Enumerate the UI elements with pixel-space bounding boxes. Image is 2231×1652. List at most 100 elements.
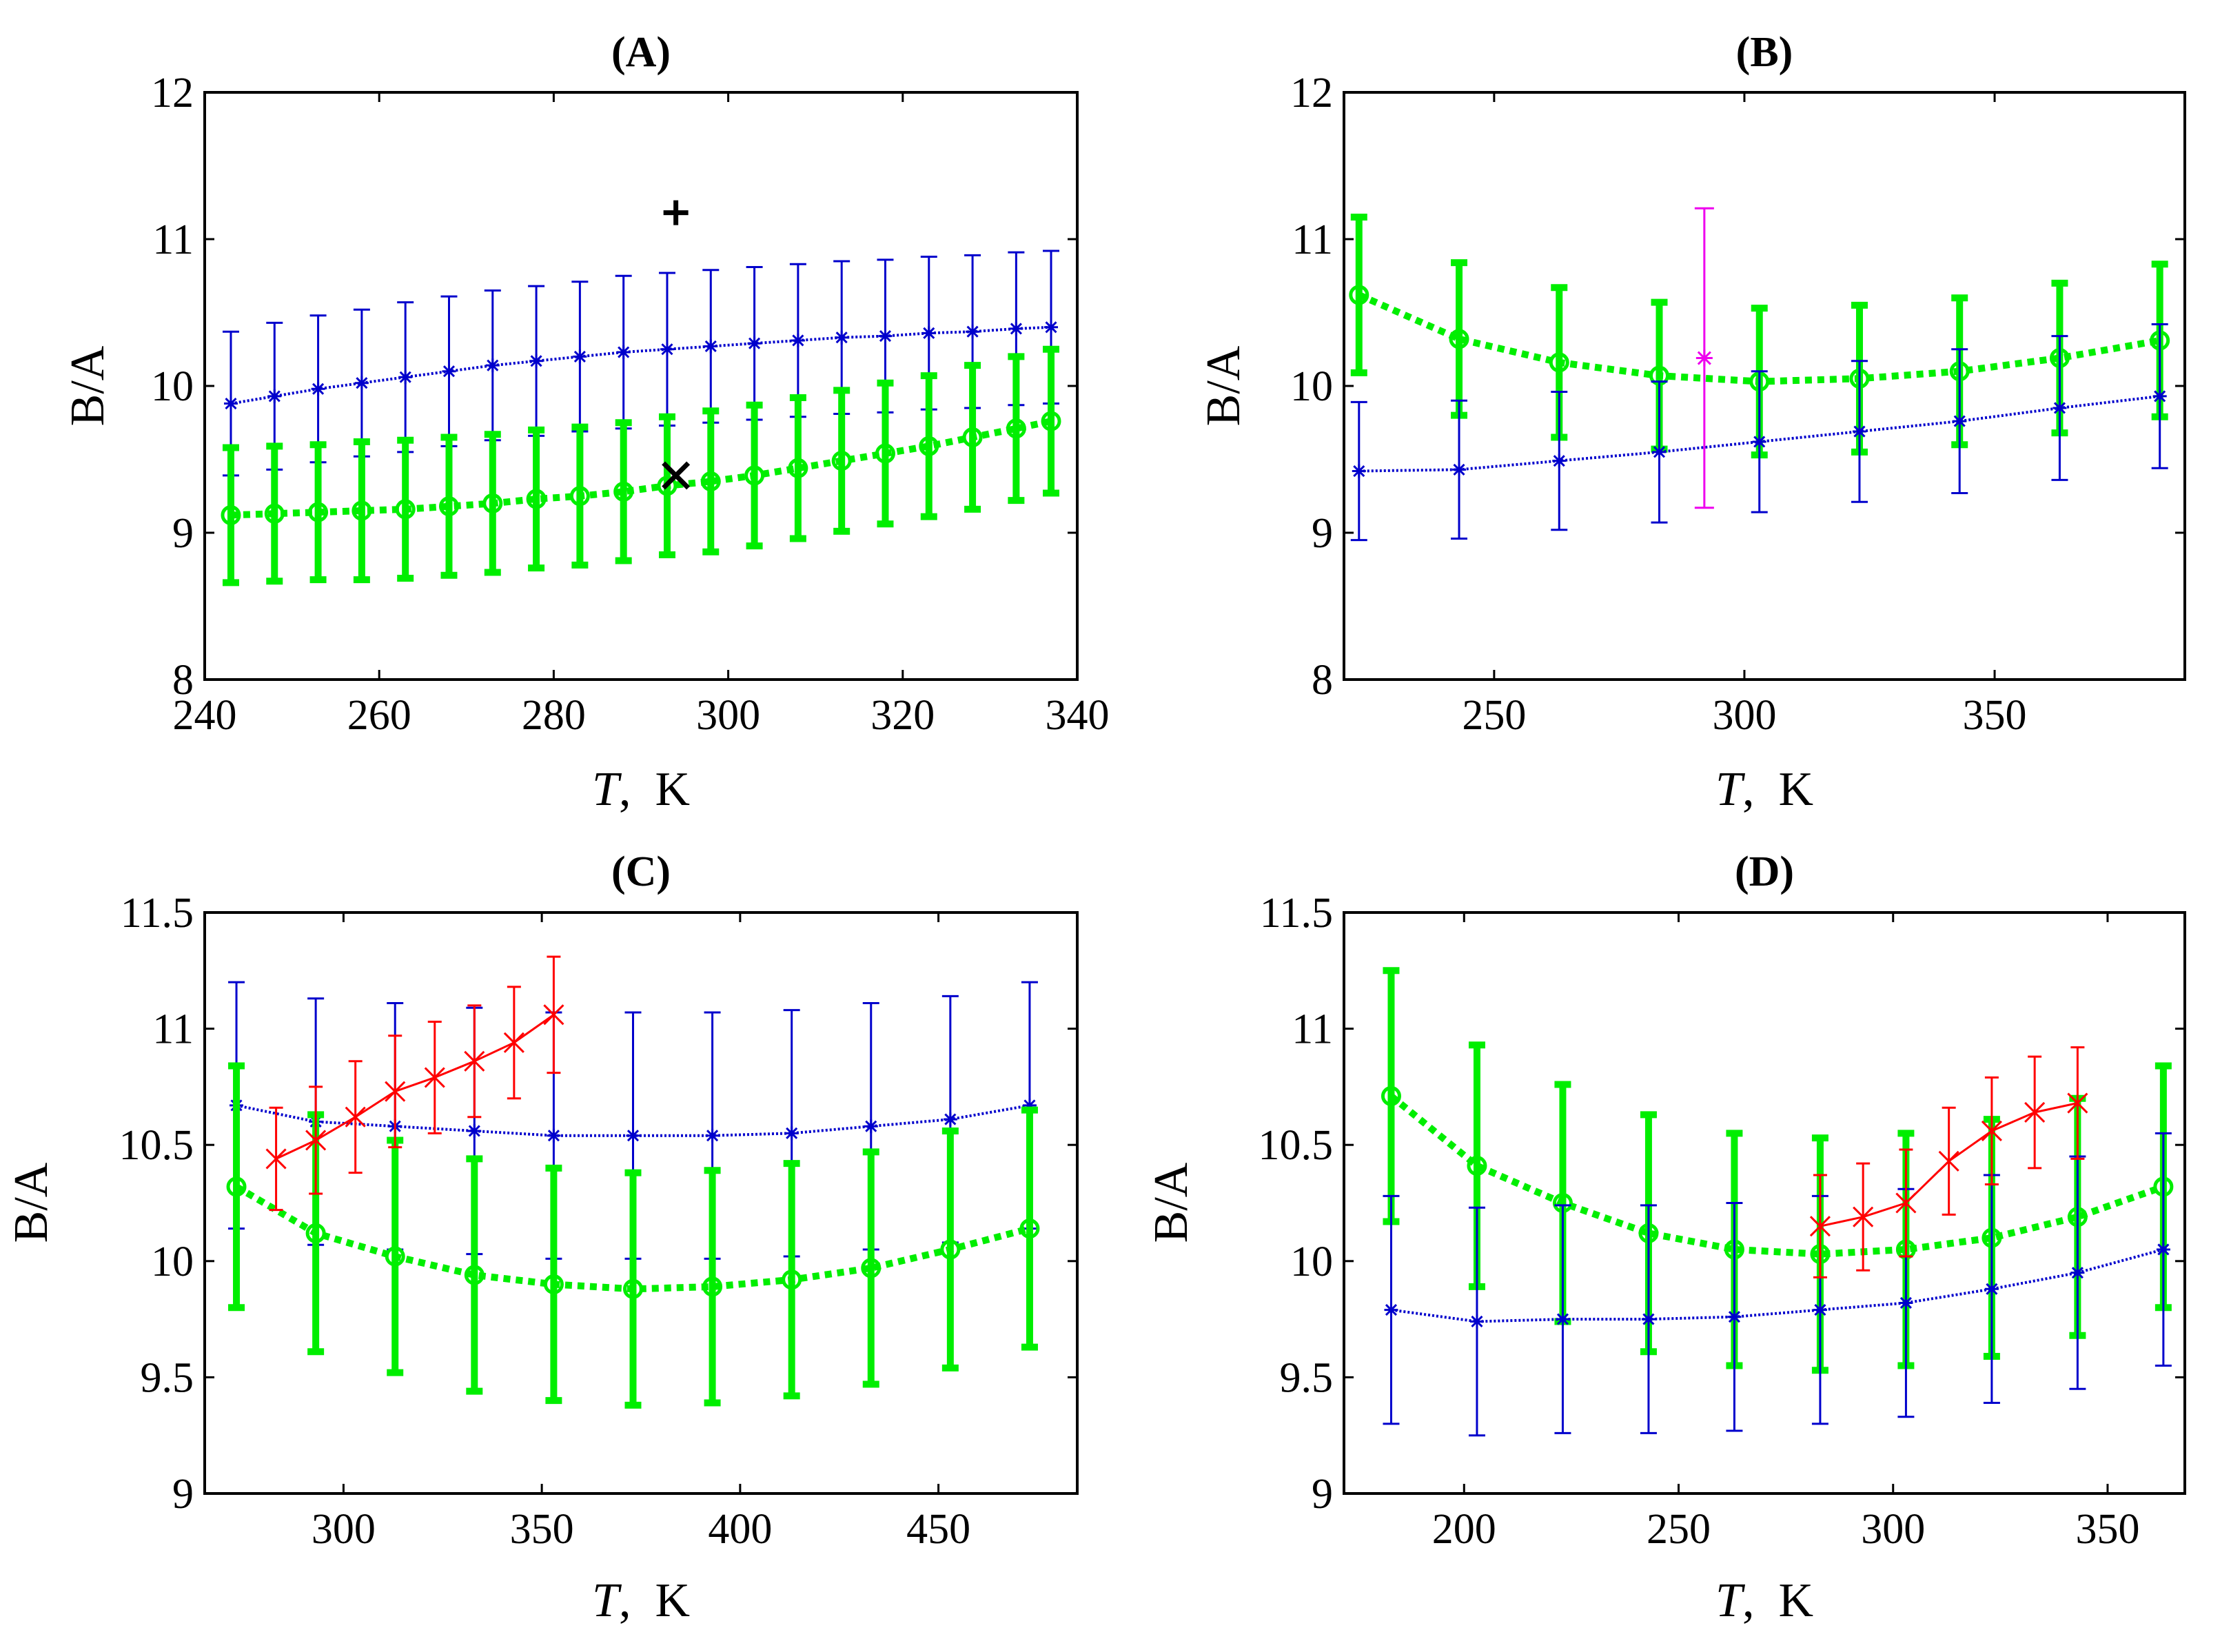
panel-d-ytick-label: 11 bbox=[1292, 1006, 1333, 1053]
panel-a-blue-point bbox=[704, 339, 718, 354]
panel-a-green-point bbox=[438, 496, 459, 517]
panel-c-red-point bbox=[543, 1004, 564, 1026]
panel-a-green-point bbox=[875, 443, 895, 464]
panel-d-red-point bbox=[2067, 1092, 2088, 1114]
panel-a: (A) T, K B/A 240 260 280 300 320 340 8 9 10 11 12 bbox=[61, 29, 1110, 816]
panel-a-blue-point bbox=[616, 345, 631, 360]
panel-c-green-point bbox=[702, 1276, 723, 1297]
panel-d-red-point bbox=[1809, 1216, 1831, 1237]
panel-c-red-point bbox=[385, 1081, 406, 1102]
panel-b-series-magenta bbox=[1694, 207, 1714, 509]
panel-c-ytick-label: 9.5 bbox=[141, 1354, 194, 1401]
panel-d-green-point bbox=[1467, 1156, 1487, 1176]
panel-c-blue-point bbox=[943, 1112, 957, 1127]
panel-d-blue-point bbox=[1984, 1282, 1999, 1296]
panel-d-green-point bbox=[1381, 1085, 1401, 1106]
panel-c: (C) T, K B/A 300 350 400 450 9 9.5 10 10.5 11 11.… bbox=[5, 848, 1079, 1627]
panel-a-blue-point bbox=[878, 329, 893, 343]
panel-c-series-green bbox=[226, 1062, 1040, 1409]
panel-b-blue-point bbox=[1852, 425, 1866, 439]
panel-a-blue-point bbox=[791, 333, 805, 347]
panel-a-blue-point bbox=[1044, 320, 1059, 334]
panel-a-blue-point bbox=[747, 336, 762, 351]
panel-d-ytick-label: 9.5 bbox=[1280, 1354, 1334, 1401]
panel-d-ytick-label: 10 bbox=[1290, 1238, 1333, 1285]
panel-c-xtick-label: 300 bbox=[312, 1506, 376, 1553]
panel-c-red-point bbox=[265, 1148, 287, 1170]
panel-a-green-point bbox=[352, 500, 372, 521]
panel-c-xtick-label: 350 bbox=[510, 1506, 574, 1553]
panel-a-green-point bbox=[308, 502, 329, 522]
panel-c-ytick-label: 10 bbox=[151, 1238, 194, 1285]
panel-a-green-point bbox=[919, 436, 939, 456]
panel-a-ytick-label: 11 bbox=[152, 216, 194, 263]
panel-a-blue-point bbox=[267, 389, 282, 403]
panel-c-blue-point bbox=[467, 1123, 482, 1138]
panel-c-blue-point bbox=[626, 1128, 640, 1143]
panel-c-red-point bbox=[424, 1067, 445, 1088]
panel-b-xtick-label: 250 bbox=[1462, 692, 1526, 739]
panel-b-xtick-label: 350 bbox=[1963, 692, 2027, 739]
panel-d-ylabel: B/A bbox=[1145, 1162, 1198, 1243]
panel-d-xlabel-var: T bbox=[1715, 1574, 1746, 1627]
panel-a-blue-line bbox=[230, 325, 1052, 405]
panel-a-blue-point bbox=[835, 330, 849, 345]
panel-d-red-point bbox=[1895, 1192, 1917, 1214]
panel-a-green-point bbox=[526, 489, 547, 509]
panel-c-blue-point bbox=[1022, 1098, 1037, 1112]
panel-a-green-point bbox=[221, 504, 241, 525]
panel-a-blue-point bbox=[485, 358, 500, 373]
panel-d-red-point bbox=[2024, 1101, 2046, 1123]
panel-d-title: (D) bbox=[1735, 848, 1794, 895]
panel-b: (B) T, K B/A 250 300 350 8 9 10 11 12 bbox=[1197, 29, 2186, 816]
panel-a-ytick-label: 9 bbox=[172, 510, 194, 557]
panel-d-ytick-label: 9 bbox=[1312, 1471, 1333, 1518]
panel-c-green-line bbox=[234, 1183, 1031, 1293]
panel-c-red-point bbox=[345, 1106, 366, 1128]
panel-a-blue-point bbox=[442, 364, 456, 378]
panel-a-ylabel: B/A bbox=[61, 345, 114, 426]
panel-d-blue-point bbox=[2156, 1242, 2170, 1256]
panel-a-blue-point bbox=[398, 370, 413, 385]
panel-d-blue-point bbox=[1384, 1303, 1398, 1317]
panel-a-xtick-label: 300 bbox=[696, 692, 760, 739]
panel-b-green-point bbox=[1549, 352, 1569, 373]
panel-a-green-point bbox=[788, 458, 808, 478]
panel-b-ytick-label: 11 bbox=[1292, 216, 1333, 263]
panel-a-ytick-label: 12 bbox=[151, 70, 194, 116]
panel-c-green-point bbox=[464, 1265, 485, 1285]
panel-a-xtick-label: 320 bbox=[870, 692, 935, 739]
panel-b-blue-point bbox=[1352, 464, 1366, 478]
panel-d-green-line bbox=[1389, 1093, 2165, 1258]
panel-b-blue-point bbox=[1452, 462, 1467, 477]
panel-d-series-red bbox=[1809, 1046, 2088, 1278]
panel-c-ylabel: B/A bbox=[5, 1162, 58, 1243]
panel-b-green-point bbox=[1349, 285, 1369, 305]
panel-d-blue-line bbox=[1391, 1247, 2164, 1323]
panel-a-green-point bbox=[264, 503, 285, 524]
panel-a-green-point bbox=[962, 427, 983, 448]
panel-c-ytick-label: 11.5 bbox=[121, 890, 194, 937]
panel-a-green-point bbox=[1006, 418, 1026, 439]
panel-a-plot bbox=[203, 91, 1079, 681]
panel-b-axes-frame bbox=[1343, 91, 2186, 681]
panel-d-ytick-label: 10.5 bbox=[1259, 1122, 1334, 1169]
panel-c-xlabel: T, K bbox=[592, 1574, 690, 1627]
panel-c-red-point bbox=[503, 1032, 524, 1053]
panel-c-green-point bbox=[385, 1246, 405, 1267]
panel-c-red-line bbox=[275, 1014, 555, 1160]
panel-d-blue-point bbox=[1469, 1314, 1484, 1329]
panel-a-xlabel: T, K bbox=[592, 763, 690, 816]
panel-b-series-blue bbox=[1350, 323, 2168, 542]
panel-b-plot bbox=[1344, 91, 2185, 681]
panel-a-green-point bbox=[613, 481, 634, 502]
panel-c-xlabel-var: T bbox=[592, 1574, 622, 1627]
panel-a-xlabel-unit: , K bbox=[619, 763, 690, 816]
panel-b-xlabel: T, K bbox=[1715, 763, 1813, 816]
panel-d-xtick-label: 250 bbox=[1647, 1506, 1711, 1553]
panel-a-green-point bbox=[395, 499, 416, 520]
panel-c-xtick-label: 400 bbox=[708, 1506, 772, 1553]
panel-a-green-point bbox=[744, 465, 765, 486]
panel-a-blue-point bbox=[660, 342, 674, 356]
